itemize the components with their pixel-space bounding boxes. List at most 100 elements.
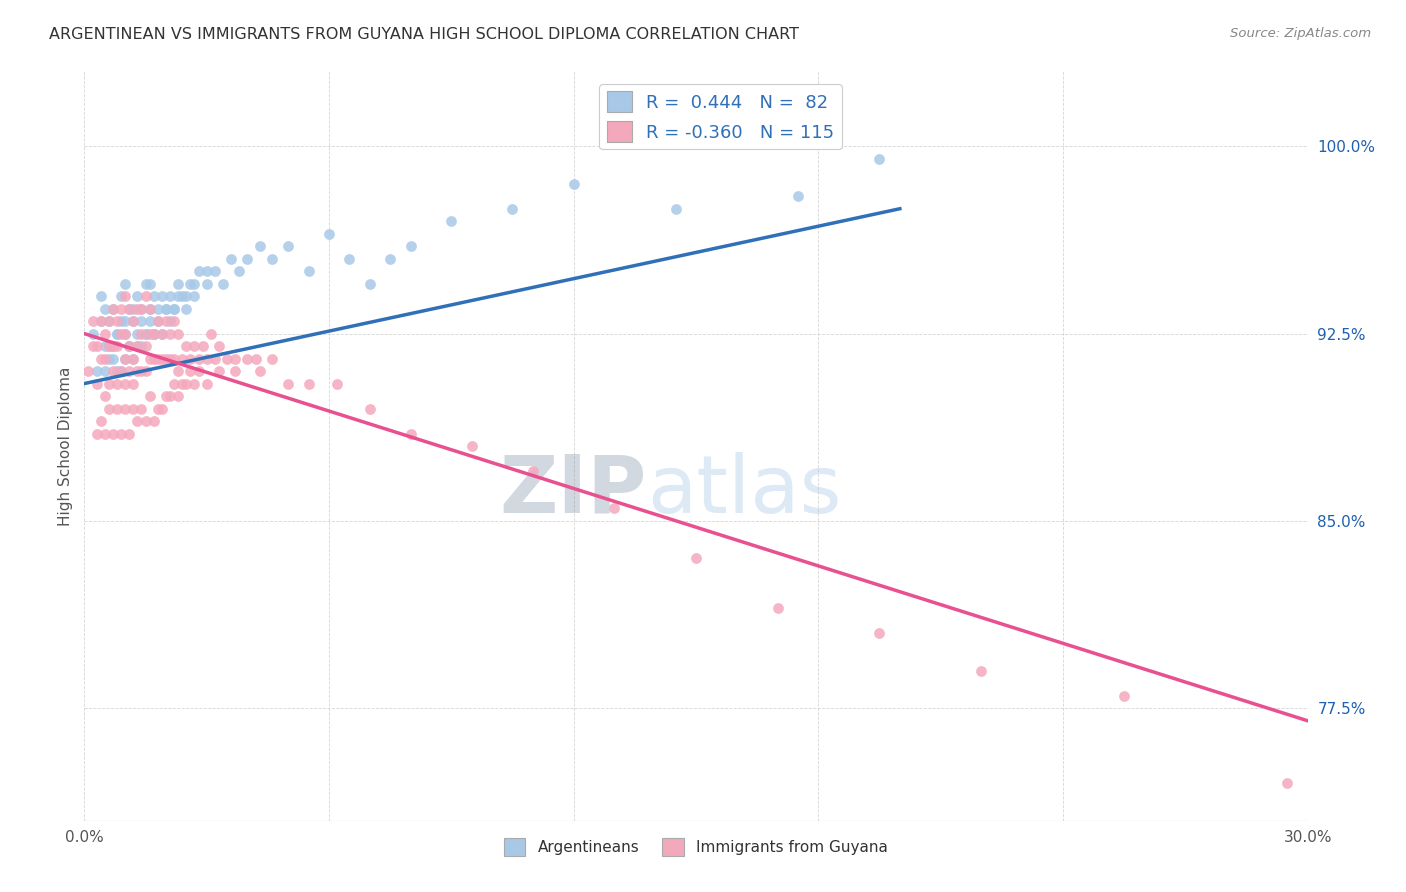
Point bbox=[1114, 689, 1136, 703]
Point bbox=[174, 339, 197, 353]
Point bbox=[101, 426, 124, 441]
Point bbox=[260, 351, 283, 366]
Point bbox=[97, 339, 120, 353]
Point bbox=[97, 351, 120, 366]
Point bbox=[138, 277, 160, 291]
Point bbox=[93, 301, 115, 316]
Point bbox=[174, 301, 197, 316]
Point bbox=[131, 339, 153, 353]
Point bbox=[440, 214, 463, 228]
Point bbox=[155, 389, 177, 403]
Point bbox=[90, 351, 112, 366]
Point bbox=[105, 364, 128, 378]
Point bbox=[208, 339, 231, 353]
Point bbox=[93, 339, 115, 353]
Point bbox=[236, 252, 259, 266]
Point bbox=[105, 326, 128, 341]
Point bbox=[150, 289, 173, 303]
Point bbox=[277, 376, 299, 391]
Text: atlas: atlas bbox=[647, 452, 841, 530]
Point bbox=[86, 364, 108, 378]
Point bbox=[163, 376, 186, 391]
Point bbox=[179, 277, 201, 291]
Point bbox=[114, 351, 136, 366]
Point bbox=[1277, 776, 1299, 790]
Point bbox=[110, 326, 132, 341]
Point bbox=[105, 326, 128, 341]
Point bbox=[212, 277, 235, 291]
Point bbox=[236, 351, 259, 366]
Point bbox=[183, 376, 205, 391]
Point bbox=[150, 326, 173, 341]
Point bbox=[122, 314, 145, 328]
Point bbox=[260, 252, 283, 266]
Point bbox=[114, 277, 136, 291]
Point bbox=[219, 252, 242, 266]
Point bbox=[90, 289, 112, 303]
Point bbox=[114, 289, 136, 303]
Point bbox=[118, 364, 141, 378]
Point bbox=[359, 401, 381, 416]
Point bbox=[399, 239, 422, 253]
Point bbox=[249, 364, 271, 378]
Point bbox=[105, 314, 128, 328]
Point bbox=[159, 326, 181, 341]
Point bbox=[183, 277, 205, 291]
Point bbox=[159, 389, 181, 403]
Point bbox=[86, 339, 108, 353]
Point bbox=[131, 301, 153, 316]
Point bbox=[77, 364, 100, 378]
Point bbox=[155, 301, 177, 316]
Point bbox=[135, 339, 157, 353]
Point bbox=[93, 326, 115, 341]
Point bbox=[603, 501, 626, 516]
Point bbox=[105, 401, 128, 416]
Point bbox=[183, 339, 205, 353]
Point bbox=[82, 326, 104, 341]
Point bbox=[179, 351, 201, 366]
Point bbox=[110, 314, 132, 328]
Point bbox=[195, 264, 218, 278]
Point bbox=[298, 264, 321, 278]
Point bbox=[118, 301, 141, 316]
Point bbox=[142, 326, 165, 341]
Text: Source: ZipAtlas.com: Source: ZipAtlas.com bbox=[1230, 27, 1371, 40]
Point bbox=[93, 389, 115, 403]
Point bbox=[118, 339, 141, 353]
Point bbox=[163, 301, 186, 316]
Point bbox=[665, 202, 688, 216]
Point bbox=[118, 301, 141, 316]
Point bbox=[97, 314, 120, 328]
Point bbox=[146, 314, 169, 328]
Point bbox=[122, 351, 145, 366]
Point bbox=[228, 264, 250, 278]
Point bbox=[869, 626, 891, 640]
Point bbox=[155, 314, 177, 328]
Point bbox=[685, 551, 707, 566]
Point bbox=[159, 351, 181, 366]
Point bbox=[359, 277, 381, 291]
Point bbox=[869, 152, 891, 166]
Point bbox=[131, 301, 153, 316]
Point bbox=[122, 401, 145, 416]
Point bbox=[138, 301, 160, 316]
Point bbox=[200, 326, 222, 341]
Point bbox=[187, 264, 209, 278]
Point bbox=[204, 351, 226, 366]
Point bbox=[191, 339, 214, 353]
Point bbox=[380, 252, 402, 266]
Point bbox=[135, 364, 157, 378]
Point bbox=[159, 289, 181, 303]
Point bbox=[135, 289, 157, 303]
Point bbox=[195, 351, 218, 366]
Point bbox=[114, 326, 136, 341]
Point bbox=[122, 301, 145, 316]
Point bbox=[127, 326, 149, 341]
Point bbox=[131, 326, 153, 341]
Point bbox=[224, 364, 246, 378]
Point bbox=[110, 289, 132, 303]
Point bbox=[138, 326, 160, 341]
Point bbox=[142, 326, 165, 341]
Point bbox=[146, 314, 169, 328]
Point bbox=[249, 239, 271, 253]
